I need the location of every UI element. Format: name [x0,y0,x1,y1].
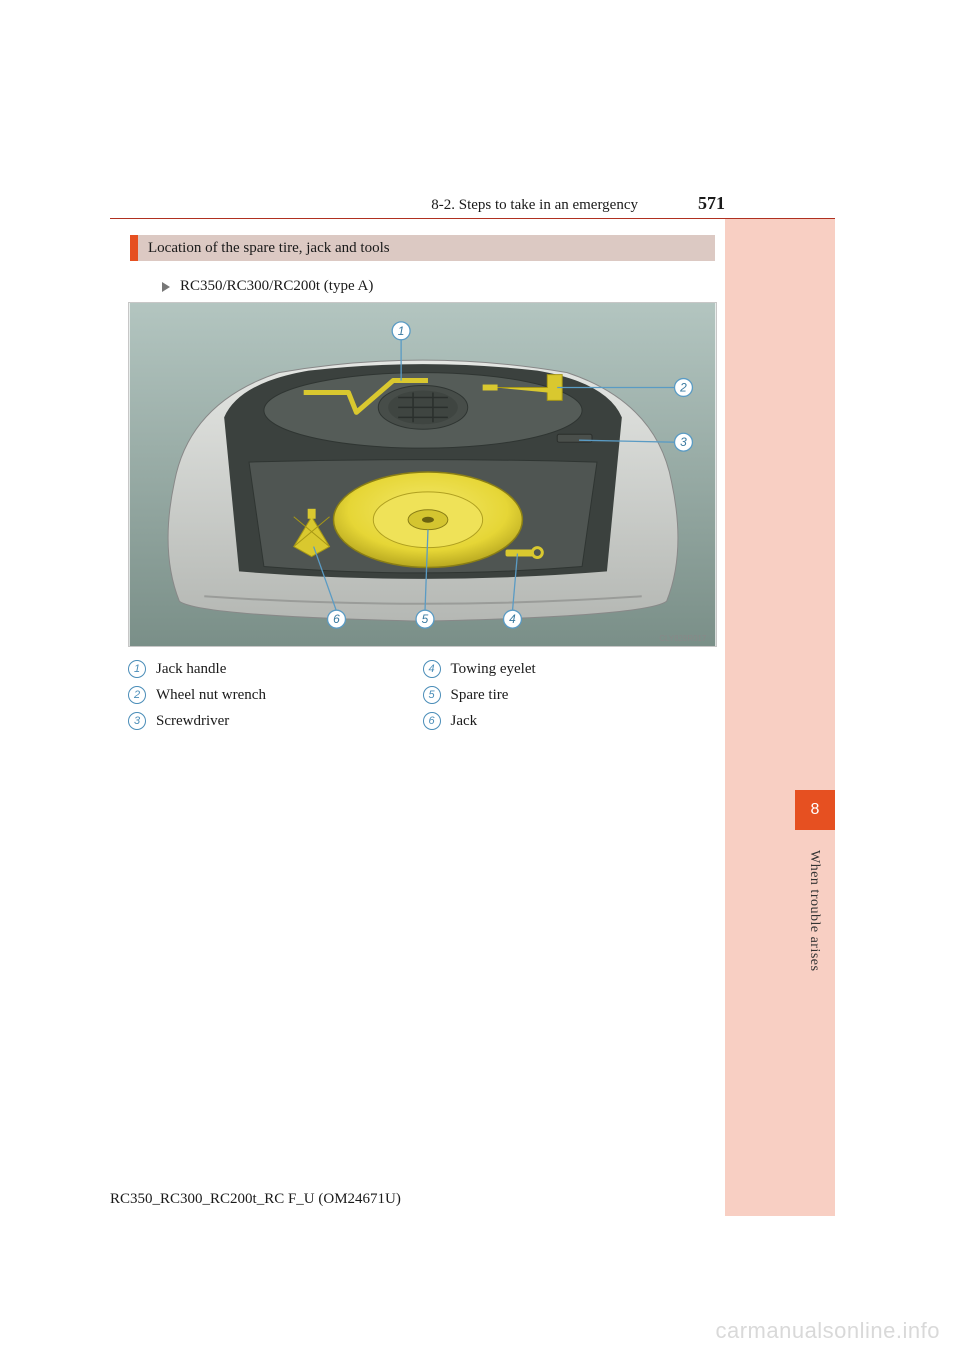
legend-marker: 6 [423,712,441,730]
svg-text:3: 3 [680,435,687,449]
section-title-bar: Location of the spare tire, jack and too… [130,235,715,261]
legend-item: 2 Wheel nut wrench [128,686,423,704]
legend-label: Spare tire [451,687,509,704]
section-breadcrumb: 8-2. Steps to take in an emergency [431,197,638,214]
svg-text:5: 5 [422,612,429,626]
legend-item: 6 Jack [423,712,718,730]
svg-text:4: 4 [509,612,516,626]
subtitle-text: RC350/RC300/RC200t (type A) [180,278,373,295]
legend-item: 3 Screwdriver [128,712,423,730]
svg-text:1: 1 [398,324,405,338]
legend-label: Jack [451,713,478,730]
diagram-code: CLY828R017 [659,634,707,643]
legend-marker: 1 [128,660,146,678]
header-rule [110,218,835,219]
legend-item: 5 Spare tire [423,686,718,704]
legend-marker: 5 [423,686,441,704]
legend-label: Jack handle [156,661,226,678]
legend-label: Towing eyelet [451,661,536,678]
legend-marker: 4 [423,660,441,678]
footer-text: RC350_RC300_RC200t_RC F_U (OM24671U) [110,1191,401,1208]
section-title: Location of the spare tire, jack and too… [148,240,390,257]
diagram-legend: 1 Jack handle 4 Towing eyelet 2 Wheel nut w… [128,660,717,730]
legend-marker: 2 [128,686,146,704]
page: 8 When trouble arises 8-2. Steps to take… [0,0,960,1358]
legend-label: Wheel nut wrench [156,687,266,704]
legend-marker: 3 [128,712,146,730]
legend-item: 1 Jack handle [128,660,423,678]
subtitle-row: RC350/RC300/RC200t (type A) [162,278,373,295]
page-header: 8-2. Steps to take in an emergency 571 [110,193,725,214]
svg-text:2: 2 [679,380,687,394]
diagram-svg: 1 2 3 4 5 6 CLY828R017 [129,303,716,646]
svg-text:6: 6 [333,612,340,626]
chapter-label: When trouble arises [806,850,822,971]
triangle-bullet-icon [162,282,170,292]
side-tab-background [725,218,835,1216]
legend-label: Screwdriver [156,713,229,730]
legend-item: 4 Towing eyelet [423,660,718,678]
page-number: 571 [698,193,725,214]
watermark: carmanualsonline.info [715,1318,940,1344]
chapter-tab: 8 [795,790,835,830]
trunk-diagram: 1 2 3 4 5 6 CLY828R017 [128,302,717,647]
